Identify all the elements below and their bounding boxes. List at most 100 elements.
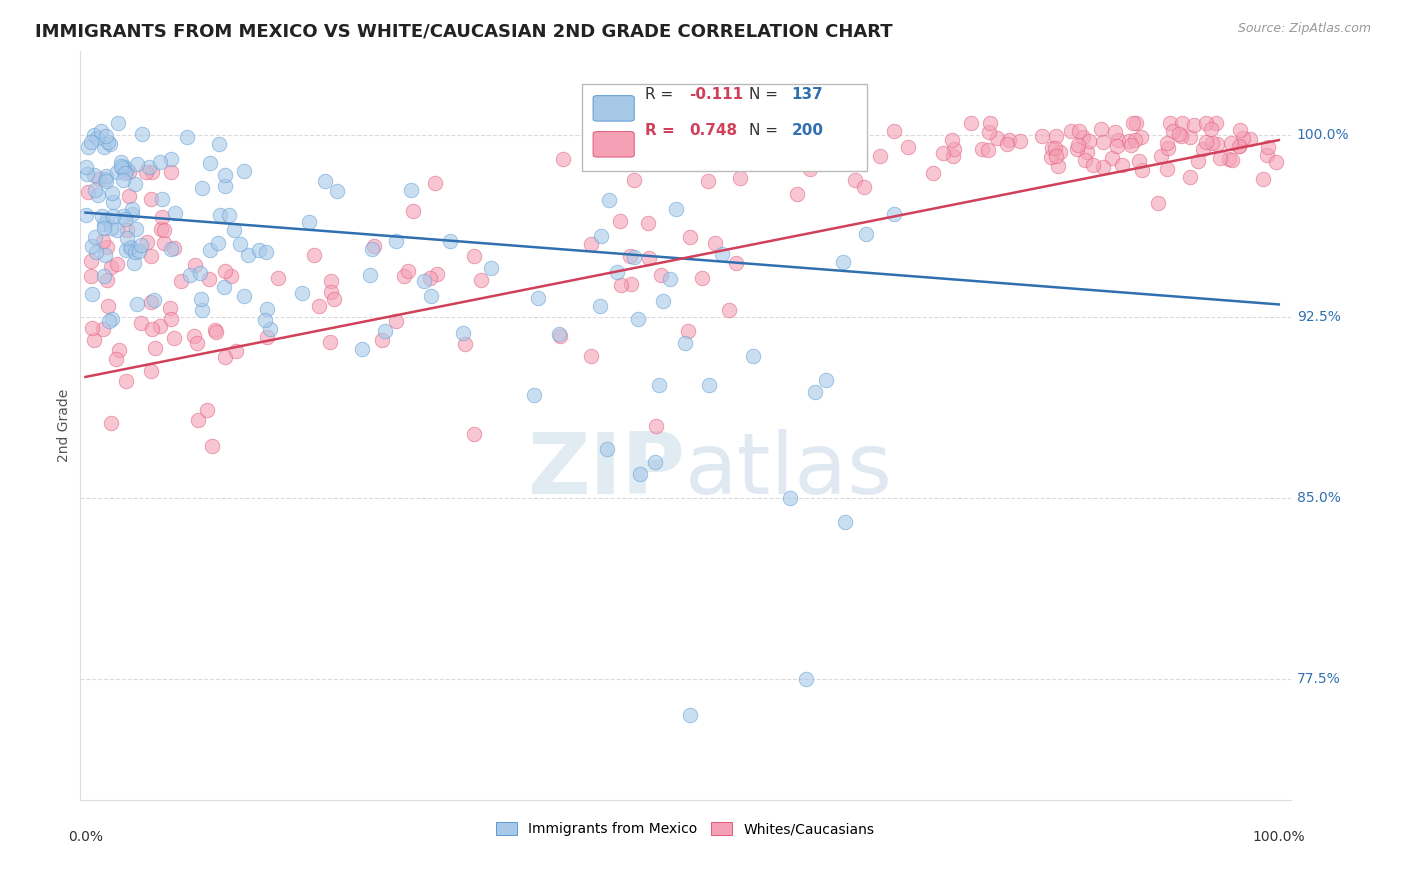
Point bbox=[1220, 136, 1243, 150]
Point bbox=[598, 193, 620, 207]
Point bbox=[852, 180, 875, 194]
Text: 85.0%: 85.0% bbox=[1296, 491, 1341, 505]
Point bbox=[627, 312, 650, 326]
Point bbox=[412, 274, 434, 288]
Point bbox=[124, 244, 146, 259]
Point bbox=[105, 352, 128, 367]
Text: Source: ZipAtlas.com: Source: ZipAtlas.com bbox=[1237, 22, 1371, 36]
Point bbox=[804, 385, 827, 400]
Point bbox=[1156, 136, 1178, 151]
Point bbox=[623, 251, 645, 265]
Point bbox=[399, 183, 422, 197]
Point bbox=[96, 272, 118, 286]
FancyBboxPatch shape bbox=[582, 85, 868, 170]
Point bbox=[1239, 131, 1261, 145]
Point bbox=[644, 454, 666, 468]
Point bbox=[214, 179, 236, 194]
Point bbox=[1205, 116, 1227, 130]
Point bbox=[773, 154, 796, 169]
Point bbox=[402, 203, 425, 218]
Point bbox=[385, 234, 408, 248]
Point bbox=[98, 136, 121, 151]
Point bbox=[1182, 118, 1205, 132]
Point bbox=[208, 136, 231, 151]
Point bbox=[596, 442, 619, 457]
Point bbox=[163, 330, 186, 344]
Point bbox=[165, 206, 187, 220]
Point bbox=[606, 265, 628, 279]
Point bbox=[111, 161, 134, 175]
Point bbox=[118, 241, 141, 255]
Point bbox=[1147, 196, 1170, 211]
Point bbox=[547, 326, 569, 341]
Point bbox=[1101, 151, 1123, 165]
Point bbox=[1194, 116, 1216, 130]
Point bbox=[834, 515, 856, 529]
Point bbox=[695, 125, 717, 139]
Point bbox=[844, 172, 866, 186]
Point bbox=[321, 285, 343, 300]
Point bbox=[304, 247, 326, 261]
Point bbox=[101, 194, 124, 209]
Point bbox=[855, 227, 877, 241]
Point bbox=[425, 176, 447, 190]
Point bbox=[150, 210, 173, 224]
Point bbox=[637, 216, 659, 230]
Point bbox=[623, 173, 645, 187]
Point bbox=[551, 152, 574, 166]
Point bbox=[100, 416, 122, 430]
Point bbox=[150, 192, 173, 206]
Point bbox=[80, 268, 103, 283]
Point bbox=[1170, 128, 1192, 143]
Point bbox=[1159, 116, 1181, 130]
Point bbox=[254, 245, 277, 260]
Point bbox=[758, 153, 780, 167]
Text: 100.0%: 100.0% bbox=[1253, 830, 1305, 844]
Point bbox=[831, 255, 853, 269]
Point bbox=[135, 164, 157, 178]
Point bbox=[1209, 151, 1232, 165]
Point bbox=[100, 260, 122, 274]
Point bbox=[96, 174, 118, 188]
Point bbox=[350, 343, 373, 357]
Point bbox=[1031, 128, 1053, 143]
Point bbox=[470, 273, 492, 287]
Legend: Immigrants from Mexico, Whites/Caucasians: Immigrants from Mexico, Whites/Caucasian… bbox=[491, 816, 880, 841]
Point bbox=[419, 270, 441, 285]
Point bbox=[187, 413, 209, 427]
Point bbox=[207, 235, 229, 250]
Point bbox=[82, 239, 104, 253]
Point bbox=[1149, 149, 1171, 163]
FancyBboxPatch shape bbox=[593, 95, 634, 121]
Point bbox=[308, 299, 330, 313]
Point bbox=[1171, 116, 1194, 130]
Point bbox=[1049, 145, 1071, 160]
Point bbox=[711, 122, 734, 136]
Point bbox=[83, 128, 105, 143]
Point bbox=[652, 294, 675, 309]
Point bbox=[94, 248, 117, 262]
Point bbox=[96, 212, 118, 227]
Point bbox=[931, 145, 953, 160]
Point bbox=[609, 213, 631, 227]
Point bbox=[941, 133, 963, 147]
Point bbox=[883, 123, 905, 137]
Point bbox=[125, 222, 148, 236]
Point bbox=[94, 128, 117, 143]
Point bbox=[114, 211, 136, 226]
Point bbox=[93, 140, 115, 154]
Point bbox=[710, 247, 733, 261]
Point bbox=[363, 238, 385, 252]
Point bbox=[115, 374, 138, 388]
Point bbox=[690, 128, 713, 143]
Point bbox=[127, 156, 149, 170]
Point bbox=[191, 303, 214, 318]
Point bbox=[183, 329, 205, 343]
Text: ZIP: ZIP bbox=[527, 429, 685, 512]
Point bbox=[396, 264, 419, 278]
Point bbox=[111, 173, 134, 187]
Point bbox=[141, 164, 163, 178]
Text: 200: 200 bbox=[792, 123, 824, 138]
Point bbox=[110, 155, 132, 169]
Point bbox=[463, 249, 485, 263]
